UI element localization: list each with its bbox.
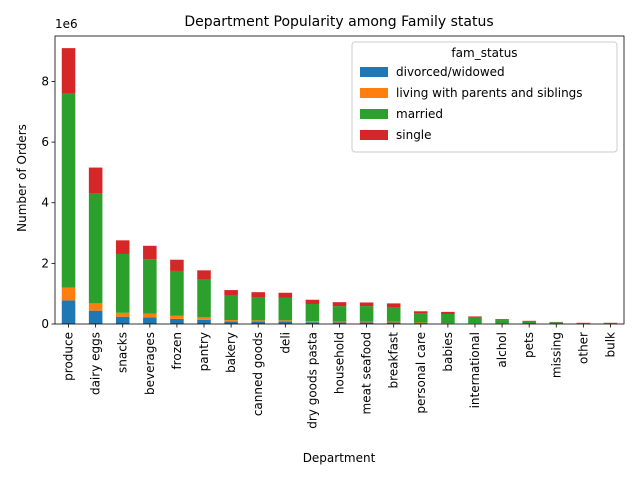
- bar-pantry-series-1: [197, 317, 211, 319]
- legend-entry-label: living with parents and siblings: [396, 86, 583, 100]
- legend-swatch: [360, 67, 388, 77]
- bar-personal-care-series-1: [414, 322, 428, 323]
- x-tick-label: alchol: [495, 332, 509, 368]
- bar-meat-seafood-series-2: [360, 306, 374, 321]
- bar-household-series-3: [333, 302, 347, 306]
- bar-bakery-series-3: [224, 290, 238, 296]
- bar-babies-series-3: [441, 312, 455, 314]
- x-tick-label: deli: [278, 332, 292, 354]
- legend-swatch: [360, 130, 388, 140]
- bar-missing-series-2: [549, 322, 563, 324]
- bar-frozen-series-0: [170, 319, 184, 324]
- legend-swatch: [360, 109, 388, 119]
- bar-breakfast-series-3: [387, 303, 401, 307]
- bar-beverages-series-0: [143, 317, 157, 324]
- bar-produce-series-2: [62, 94, 76, 288]
- bar-pantry-series-0: [197, 320, 211, 324]
- x-tick-label: produce: [62, 332, 76, 381]
- bar-deli-series-2: [279, 298, 293, 320]
- legend-title: fam_status: [451, 46, 517, 60]
- bar-pantry-series-2: [197, 279, 211, 317]
- x-tick-label: babies: [441, 332, 455, 372]
- x-tick-label: meat seafood: [360, 332, 374, 414]
- legend-entry-label: divorced/widowed: [396, 65, 505, 79]
- x-tick-label: frozen: [170, 332, 184, 370]
- bar-canned-goods-series-2: [251, 298, 265, 321]
- bar-deli-series-3: [279, 293, 293, 298]
- bar-snacks-series-1: [116, 313, 130, 317]
- bar-alchol-series-3: [495, 319, 509, 320]
- bar-pets-series-3: [522, 321, 536, 322]
- bar-dairy-eggs-series-3: [89, 168, 103, 194]
- x-tick-label: personal care: [414, 332, 428, 414]
- bar-babies-series-2: [441, 314, 455, 323]
- x-tick-label: other: [576, 332, 590, 364]
- x-tick-label: bulk: [603, 332, 617, 358]
- bar-personal-care-series-3: [414, 311, 428, 313]
- bar-meat-seafood-series-1: [360, 322, 374, 323]
- legend: fam_status divorced/widowed living with p…: [352, 42, 617, 152]
- x-tick-label: dairy eggs: [89, 332, 103, 395]
- bar-dry-goods-pasta-series-3: [306, 300, 320, 304]
- bar-frozen-series-2: [170, 271, 184, 316]
- chart-title: Department Popularity among Family statu…: [184, 14, 493, 30]
- x-tick-label: international: [468, 332, 482, 408]
- bar-dry-goods-pasta-series-2: [306, 304, 320, 321]
- bar-pantry-series-3: [197, 270, 211, 279]
- bar-breakfast-series-2: [387, 307, 401, 322]
- bar-frozen-series-3: [170, 260, 184, 271]
- x-tick-label: household: [333, 332, 347, 394]
- bar-dry-goods-pasta-series-1: [306, 321, 320, 322]
- x-tick-label: snacks: [116, 332, 130, 373]
- x-axis-label: Department: [303, 451, 376, 465]
- bar-bakery-series-1: [224, 320, 238, 322]
- x-tick-label: beverages: [143, 332, 157, 395]
- bar-snacks-series-3: [116, 240, 130, 254]
- bar-beverages-series-1: [143, 314, 157, 318]
- bar-pets-series-2: [522, 321, 536, 323]
- bar-snacks-series-2: [116, 254, 130, 313]
- bar-produce-series-3: [62, 48, 76, 93]
- x-tick-label: dry goods pasta: [305, 332, 319, 429]
- x-tick-label: bakery: [224, 332, 238, 373]
- x-tick-label: pantry: [197, 332, 211, 371]
- bar-snacks-series-0: [116, 317, 130, 324]
- y-tick-label: 6: [41, 135, 49, 149]
- x-tick-label: breakfast: [387, 332, 401, 389]
- bar-dairy-eggs-series-2: [89, 194, 103, 304]
- y-tick-label: 4: [41, 196, 49, 210]
- bar-canned-goods-series-3: [251, 292, 265, 297]
- bar-produce-series-1: [62, 288, 76, 301]
- bar-dairy-eggs-series-0: [89, 311, 103, 324]
- bar-deli-series-1: [279, 320, 293, 321]
- x-tick-label: canned goods: [251, 332, 265, 416]
- bar-dairy-eggs-series-1: [89, 303, 103, 310]
- bar-alchol-series-2: [495, 320, 509, 323]
- bar-beverages-series-2: [143, 259, 157, 314]
- legend-entry-label: married: [396, 107, 443, 121]
- bar-bakery-series-2: [224, 296, 238, 320]
- y-tick-label: 2: [41, 256, 49, 270]
- bar-produce-series-0: [62, 300, 76, 324]
- y-axis-label: Number of Orders: [15, 124, 29, 232]
- bar-international-series-2: [468, 318, 482, 323]
- y-tick-label: 8: [41, 74, 49, 88]
- y-tick-label: 0: [41, 317, 49, 331]
- bar-beverages-series-3: [143, 246, 157, 259]
- bar-personal-care-series-2: [414, 313, 428, 322]
- legend-swatch: [360, 88, 388, 98]
- bar-frozen-series-1: [170, 316, 184, 319]
- x-tick-label: missing: [549, 332, 563, 378]
- bar-canned-goods-series-1: [251, 320, 265, 321]
- bar-international-series-3: [468, 316, 482, 317]
- bar-breakfast-series-1: [387, 322, 401, 323]
- legend-entry-label: single: [396, 128, 432, 142]
- x-tick-label: pets: [522, 332, 536, 358]
- bar-household-series-2: [333, 306, 347, 321]
- y-offset-label: 1e6: [55, 17, 78, 31]
- bar-household-series-1: [333, 322, 347, 323]
- bar-meat-seafood-series-3: [360, 302, 374, 306]
